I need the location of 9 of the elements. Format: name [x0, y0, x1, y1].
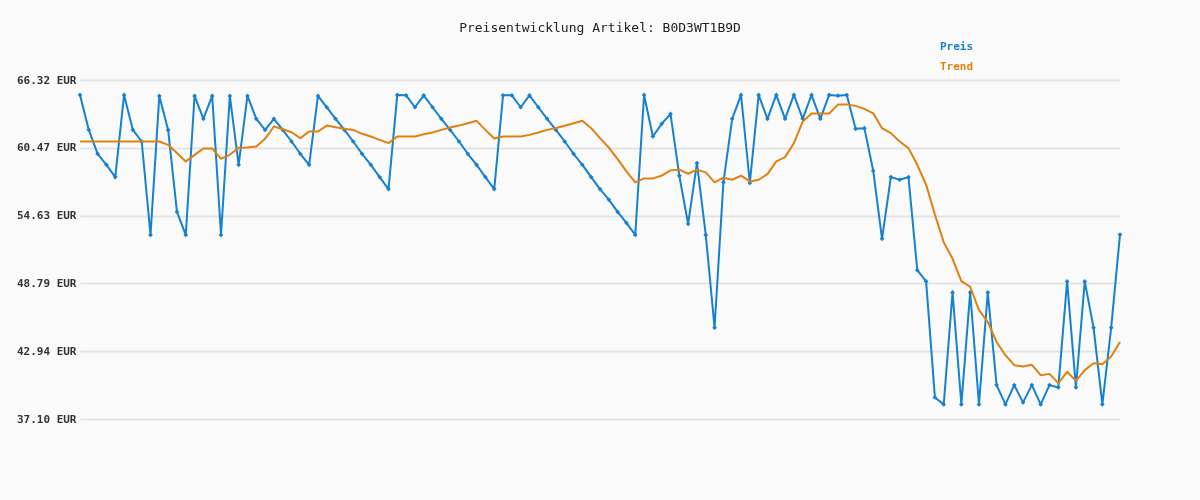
- y-tick-label: 66.32 EUR: [16, 73, 77, 87]
- y-tick-label: 42.94 EUR: [16, 344, 77, 358]
- y-tick-label: 48.79 EUR: [16, 276, 77, 290]
- y-tick-label: 60.47 EUR: [16, 141, 77, 155]
- y-tick-label: 37.10 EUR: [16, 412, 77, 426]
- text: Preis: [940, 40, 974, 53]
- chart-title: Preisentwicklung Artikel: B0D3WT1B9D: [459, 20, 742, 35]
- text: Trend: [940, 60, 974, 73]
- y-tick-label: 54.63 EUR: [16, 209, 77, 223]
